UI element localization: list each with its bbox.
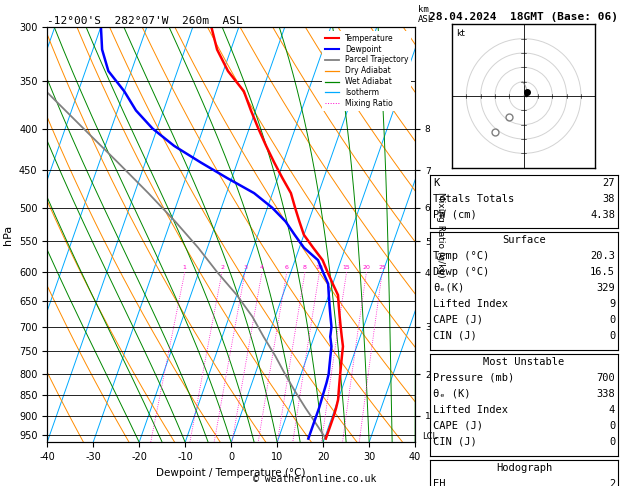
Text: 4: 4 xyxy=(260,265,264,270)
Text: 338: 338 xyxy=(596,389,615,399)
Y-axis label: hPa: hPa xyxy=(3,225,13,244)
Text: 38: 38 xyxy=(603,194,615,204)
Text: CIN (J): CIN (J) xyxy=(433,437,477,447)
Text: 10: 10 xyxy=(316,265,323,270)
Text: 6: 6 xyxy=(285,265,289,270)
Text: © weatheronline.co.uk: © weatheronline.co.uk xyxy=(253,473,376,484)
Text: kt: kt xyxy=(456,29,465,37)
Text: Most Unstable: Most Unstable xyxy=(483,357,565,367)
Text: 0: 0 xyxy=(609,437,615,447)
Text: LCL: LCL xyxy=(423,432,438,441)
Text: PW (cm): PW (cm) xyxy=(433,210,477,220)
Text: 2: 2 xyxy=(220,265,224,270)
Text: Lifted Index: Lifted Index xyxy=(433,299,508,309)
Y-axis label: Mixing Ratio (g/kg): Mixing Ratio (g/kg) xyxy=(435,191,445,278)
Text: CAPE (J): CAPE (J) xyxy=(433,421,483,431)
Text: 4.38: 4.38 xyxy=(590,210,615,220)
Text: -12°00'S  282°07'W  260m  ASL: -12°00'S 282°07'W 260m ASL xyxy=(47,16,243,26)
Text: 16.5: 16.5 xyxy=(590,267,615,277)
Text: Pressure (mb): Pressure (mb) xyxy=(433,373,515,383)
Text: CAPE (J): CAPE (J) xyxy=(433,315,483,325)
Text: 9: 9 xyxy=(609,299,615,309)
Text: EH: EH xyxy=(433,479,446,486)
Text: 25: 25 xyxy=(378,265,386,270)
Text: 0: 0 xyxy=(609,331,615,341)
Text: 0: 0 xyxy=(609,315,615,325)
Text: 20: 20 xyxy=(362,265,370,270)
Text: 3: 3 xyxy=(243,265,247,270)
Text: 4: 4 xyxy=(609,405,615,415)
Text: 8: 8 xyxy=(303,265,307,270)
Text: 329: 329 xyxy=(596,283,615,293)
Text: 15: 15 xyxy=(343,265,350,270)
Text: θₑ(K): θₑ(K) xyxy=(433,283,465,293)
Text: 700: 700 xyxy=(596,373,615,383)
Text: 28.04.2024  18GMT (Base: 06): 28.04.2024 18GMT (Base: 06) xyxy=(429,12,618,22)
Text: 27: 27 xyxy=(603,178,615,188)
Text: θₑ (K): θₑ (K) xyxy=(433,389,471,399)
Text: Lifted Index: Lifted Index xyxy=(433,405,508,415)
Text: Hodograph: Hodograph xyxy=(496,463,552,473)
X-axis label: Dewpoint / Temperature (°C): Dewpoint / Temperature (°C) xyxy=(157,468,306,478)
Text: 0: 0 xyxy=(609,421,615,431)
Text: CIN (J): CIN (J) xyxy=(433,331,477,341)
Text: Totals Totals: Totals Totals xyxy=(433,194,515,204)
Text: km
ASL: km ASL xyxy=(418,5,435,24)
Text: Temp (°C): Temp (°C) xyxy=(433,251,489,261)
Text: 1: 1 xyxy=(183,265,187,270)
Text: Dewp (°C): Dewp (°C) xyxy=(433,267,489,277)
Text: 2: 2 xyxy=(609,479,615,486)
Text: 20.3: 20.3 xyxy=(590,251,615,261)
Text: K: K xyxy=(433,178,440,188)
Legend: Temperature, Dewpoint, Parcel Trajectory, Dry Adiabat, Wet Adiabat, Isotherm, Mi: Temperature, Dewpoint, Parcel Trajectory… xyxy=(322,31,411,111)
Text: Surface: Surface xyxy=(502,235,546,245)
